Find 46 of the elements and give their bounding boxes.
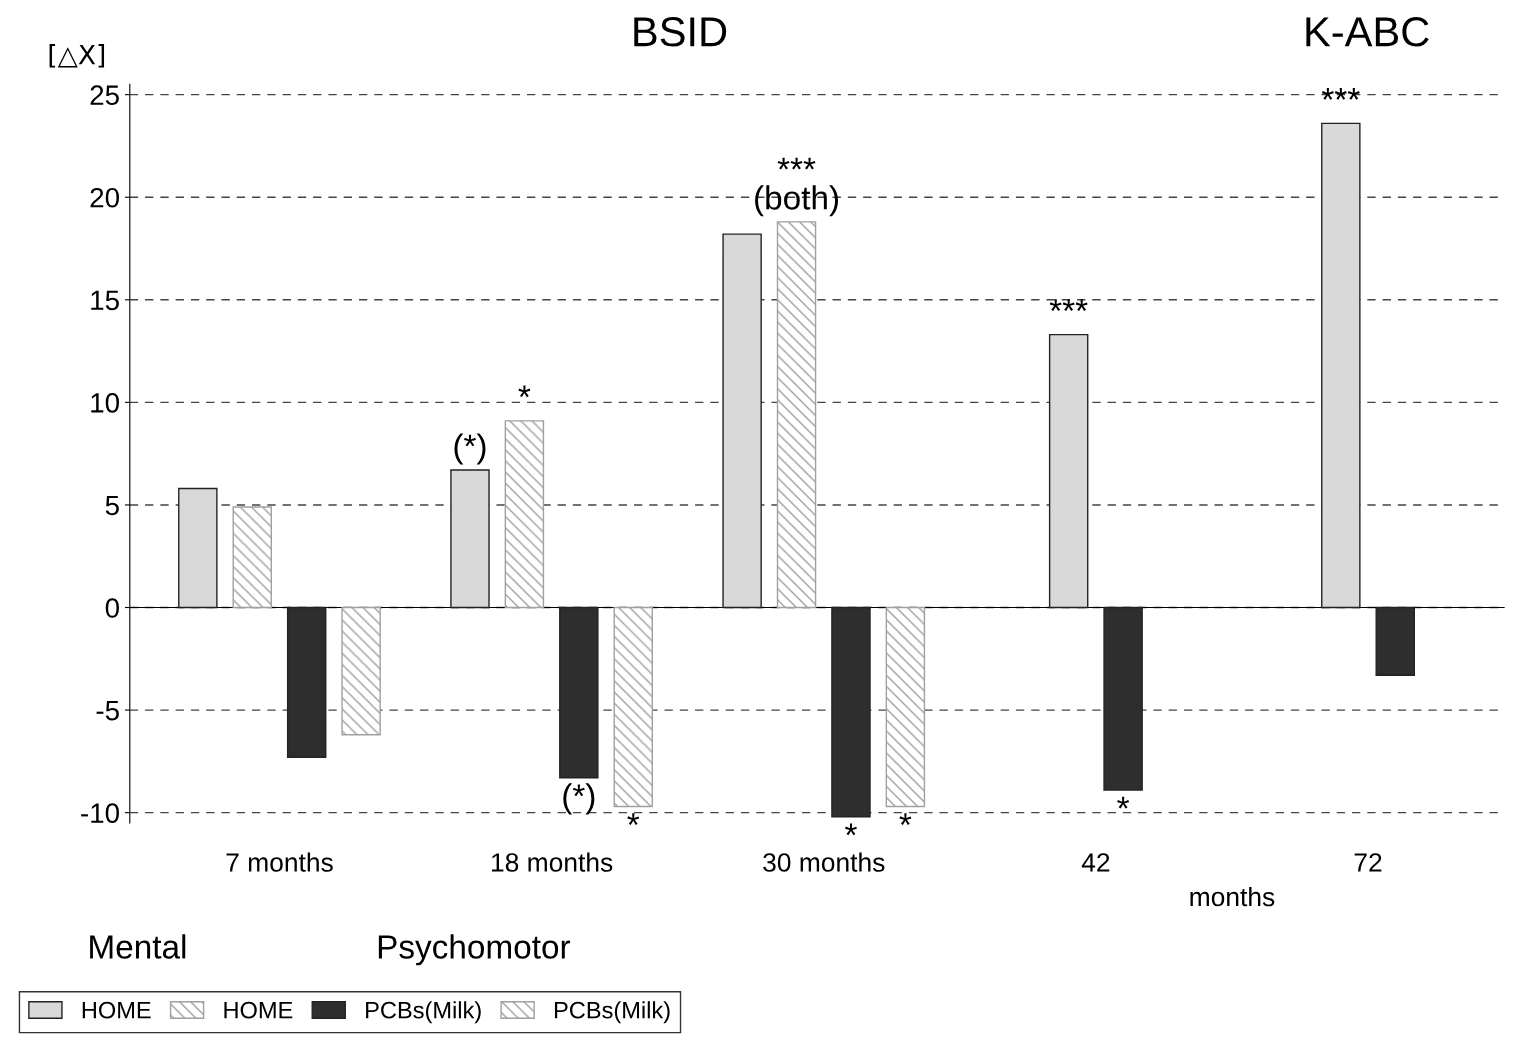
bar [722, 233, 762, 609]
legend-label: HOME [82, 1001, 151, 1019]
bar [831, 606, 871, 818]
x-tick-label: 18 months [492, 852, 613, 872]
bar [613, 606, 653, 808]
data-label: * [518, 385, 531, 398]
bar [341, 606, 381, 736]
data-label: * [1117, 796, 1130, 809]
bar [504, 420, 545, 609]
y-tick-label: 0 [105, 598, 119, 618]
bar [232, 506, 273, 609]
text: months [1190, 886, 1275, 907]
data-label: * [845, 823, 857, 836]
bar [1103, 606, 1143, 791]
data-label: (*) [454, 433, 486, 465]
legend-label: HOME [224, 1001, 293, 1019]
data-label: * [899, 813, 912, 825]
data-label: (*) [563, 783, 595, 815]
legend-label: PCBs(Milk) [554, 1001, 670, 1024]
text: Psychomotor [378, 934, 571, 966]
legend-label: PCBs(Milk) [366, 1001, 481, 1024]
y-tick-label: 5 [105, 495, 119, 516]
y-tick-label: 10 [91, 393, 119, 413]
x-tick-label: 42 [1081, 853, 1110, 872]
data-label: *** (both) [755, 157, 839, 217]
x-tick-label: 72 [1354, 853, 1382, 872]
text: Mental [90, 934, 186, 959]
y-tick-label: 15 [91, 290, 119, 311]
x-tick-label: 30 months [763, 852, 885, 872]
bar [776, 221, 817, 609]
bar [450, 469, 490, 609]
data-label: *** [1049, 299, 1088, 311]
data-label: * [627, 813, 640, 825]
bar [1375, 606, 1415, 676]
bar [885, 606, 926, 808]
y-tick-label: 20 [90, 187, 119, 208]
y-tick-label: -5 [96, 701, 119, 721]
x-tick-label: 7 months [226, 852, 333, 872]
text: BSID [634, 17, 727, 47]
y-tick-label: -10 [81, 803, 119, 823]
y-axis-title: [△X] [49, 44, 105, 68]
text: K-ABC [1306, 17, 1429, 47]
bar [286, 606, 327, 758]
bar [559, 606, 599, 779]
y-tick-label: 25 [90, 85, 119, 105]
bar [178, 487, 218, 609]
